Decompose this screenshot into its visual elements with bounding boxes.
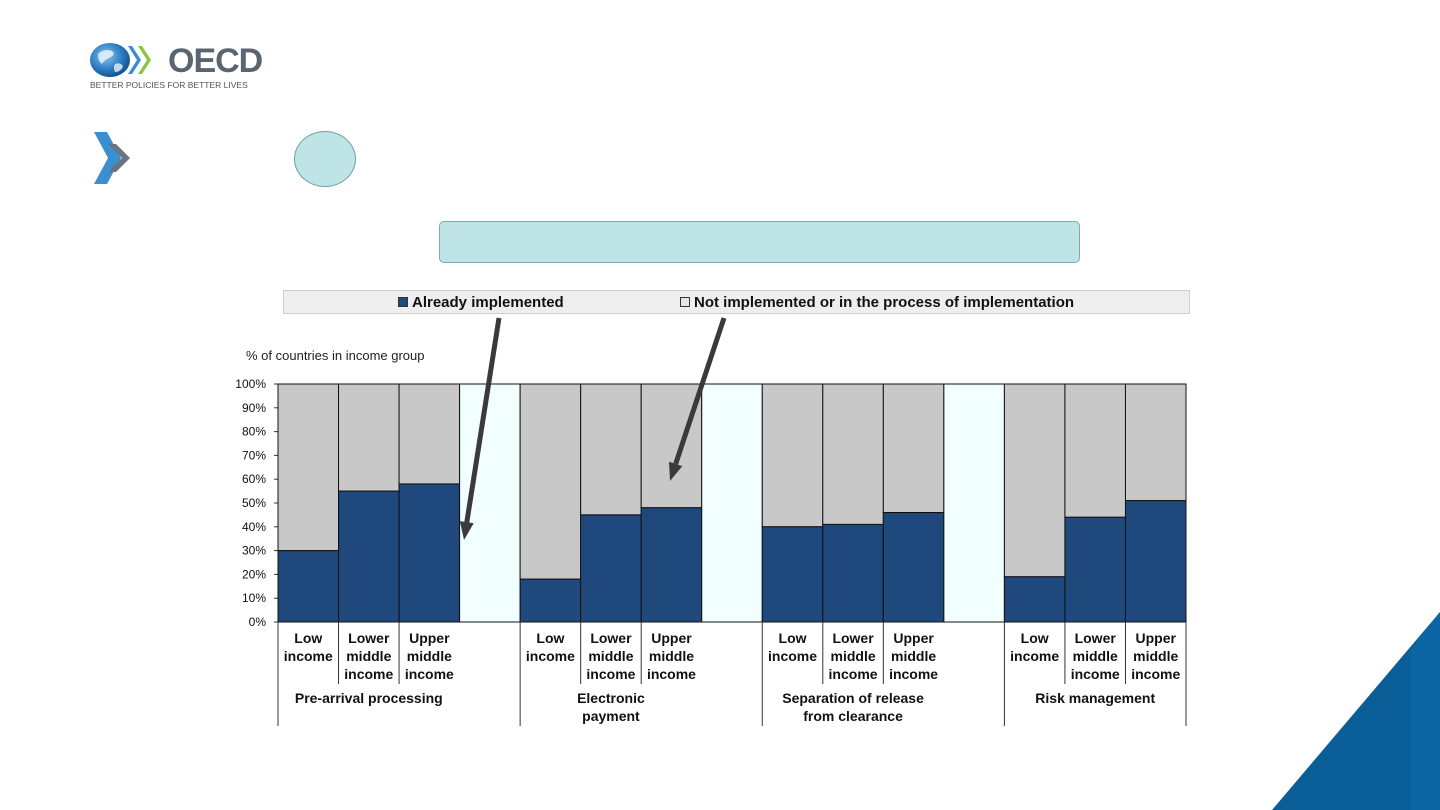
group-label: Electronic [577, 690, 645, 706]
x-tick-label: income [1010, 648, 1059, 664]
group-label: Pre-arrival processing [295, 690, 443, 706]
legend-item-not-implemented: Not implemented or in the process of imp… [680, 294, 1074, 311]
x-tick-label: Lower [832, 630, 874, 646]
x-tick-label: income [344, 666, 393, 682]
legend-swatch-implemented [398, 297, 408, 307]
x-tick-label: income [889, 666, 938, 682]
y-tick-label: 20% [242, 567, 266, 581]
x-tick-label: income [284, 648, 333, 664]
x-tick-label: middle [831, 648, 876, 664]
x-tick-label: Lower [590, 630, 632, 646]
x-tick-label: income [586, 666, 635, 682]
bar-not-implemented [761, 383, 824, 528]
x-tick-label: Upper [1136, 630, 1177, 646]
group-spacer [701, 383, 763, 623]
y-tick-label: 90% [242, 401, 266, 415]
x-tick-label: middle [1073, 648, 1118, 664]
x-tick-label: middle [346, 648, 391, 664]
x-tick-label: income [1131, 666, 1180, 682]
bar-implemented [640, 507, 703, 623]
title-box [439, 221, 1080, 263]
x-tick-label: income [768, 648, 817, 664]
oecd-tagline: BETTER POLICIES FOR BETTER LIVES [90, 80, 248, 90]
x-tick-label: Upper [893, 630, 934, 646]
x-tick-label: Lower [348, 630, 390, 646]
x-tick-label: Low [779, 630, 807, 646]
x-tick-label: middle [891, 648, 936, 664]
y-tick-label: 100% [235, 377, 266, 391]
x-tick-label: middle [588, 648, 633, 664]
bar-not-implemented [338, 383, 400, 492]
bar-not-implemented [580, 383, 642, 516]
y-tick-label: 0% [249, 615, 267, 629]
arrow-implemented-head [459, 521, 474, 540]
x-tick-label: Low [1021, 630, 1049, 646]
bar-not-implemented [398, 383, 461, 485]
x-tick-label: Low [536, 630, 564, 646]
bar-implemented [338, 490, 400, 623]
globe-icon [90, 43, 151, 77]
x-tick-label: middle [1133, 648, 1178, 664]
x-tick-label: Low [294, 630, 322, 646]
arrow-not-implemented-head [669, 461, 683, 481]
bar-not-implemented [277, 383, 340, 552]
y-tick-label: 30% [242, 544, 266, 558]
y-axis-label: % of countries in income group [246, 348, 424, 363]
corner-triangle [1272, 612, 1440, 810]
bar-implemented [1064, 516, 1126, 623]
y-tick-label: 40% [242, 520, 266, 534]
oecd-wordmark: OECD [168, 42, 263, 80]
corner-triangle-accent [1410, 612, 1440, 810]
y-tick-label: 50% [242, 496, 266, 510]
bar-implemented [761, 526, 824, 623]
bar-implemented [519, 578, 582, 623]
x-tick-label: income [647, 666, 696, 682]
x-tick-label: middle [649, 648, 694, 664]
x-tick-label: Lower [1075, 630, 1117, 646]
x-tick-label: Upper [409, 630, 450, 646]
legend-label-not-implemented: Not implemented or in the process of imp… [694, 294, 1075, 311]
y-tick-label: 60% [242, 472, 266, 486]
bar-implemented [822, 523, 884, 623]
section-circle [294, 131, 356, 187]
y-tick-label: 80% [242, 425, 266, 439]
x-tick-label: income [526, 648, 575, 664]
chart-legend: Already implemented Not implemented or i… [283, 290, 1190, 314]
arrow-implemented-shaft [464, 317, 502, 523]
legend-label-implemented: Already implemented [412, 294, 564, 311]
bar-not-implemented [882, 383, 945, 514]
legend-item-implemented: Already implemented [398, 294, 564, 311]
x-tick-label: Upper [651, 630, 692, 646]
oecd-logo: OECD BETTER POLICIES FOR BETTER LIVES [88, 40, 288, 92]
group-label: Separation of release [782, 690, 924, 706]
y-tick-label: 70% [242, 448, 266, 462]
chevron-double-icon [94, 132, 130, 184]
legend-swatch-not-implemented [680, 297, 690, 307]
group-label: from clearance [803, 708, 903, 724]
bar-implemented [580, 514, 642, 623]
group-spacer [943, 383, 1005, 623]
bar-implemented [1124, 500, 1187, 623]
bar-not-implemented [1064, 383, 1126, 518]
bar-implemented [398, 483, 461, 623]
x-tick-label: income [829, 666, 878, 682]
bar-not-implemented [519, 383, 582, 580]
y-tick-label: 10% [242, 591, 266, 605]
bar-not-implemented [1124, 383, 1187, 502]
x-tick-label: income [405, 666, 454, 682]
x-tick-label: income [1071, 666, 1120, 682]
x-tick-label: middle [407, 648, 452, 664]
bar-not-implemented [822, 383, 884, 525]
arrow-not-implemented-shaft [673, 317, 727, 465]
group-label: Risk management [1035, 690, 1155, 706]
bar-implemented [1003, 576, 1066, 623]
group-label: payment [582, 708, 640, 724]
